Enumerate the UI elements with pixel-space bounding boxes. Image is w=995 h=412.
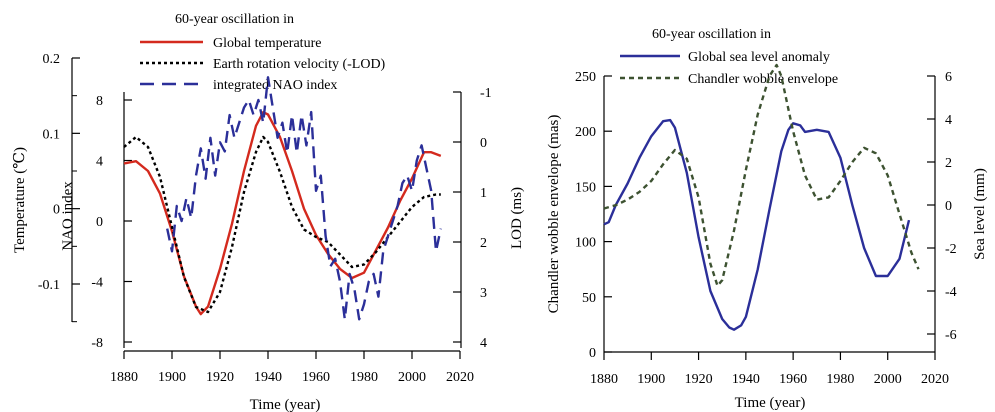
- sea-level-tick-label: 6: [945, 70, 952, 85]
- left-x-tick-label: 1940: [254, 370, 282, 385]
- envelope-tick-label: 50: [582, 291, 596, 306]
- right-x-tick-label: 2000: [874, 372, 902, 387]
- sea-level-tick-label: 4: [945, 113, 952, 128]
- sea-level-tick-label: -2: [945, 242, 957, 257]
- lod-tick-label: 3: [480, 286, 487, 301]
- left-x-tick-label: 1920: [206, 370, 234, 385]
- lod-tick-label: 4: [480, 336, 487, 351]
- left-series-line-lod: [123, 135, 441, 314]
- left-x-tick-label: 1960: [302, 370, 330, 385]
- nao-axis-ticks: 8 4 0 -4 -8: [91, 94, 132, 351]
- left-series-line-temperature: [123, 110, 442, 316]
- right-x-tick-label: 1960: [779, 372, 807, 387]
- right-series-group: [603, 63, 920, 331]
- sea-level-tick-label: -6: [945, 328, 957, 343]
- right-x-tick-label: 1880: [590, 372, 618, 387]
- nao-axis-title: NAO index: [60, 181, 76, 251]
- left-series-group: [123, 76, 442, 321]
- temperature-tick-label: 0: [53, 203, 60, 218]
- left-series-line-nao: [166, 76, 442, 321]
- envelope-tick-label: 200: [575, 125, 596, 140]
- left-x-tick-label: 1880: [110, 370, 138, 385]
- envelope-axis-ticks: 0 50 100 150 200 250: [575, 70, 612, 361]
- temperature-axis-ticks: 0.2 0.1 0 -0.1: [38, 52, 80, 323]
- right-series-line-sea-level: [603, 118, 911, 331]
- sea-level-tick-label: 2: [945, 156, 952, 171]
- nao-tick-label: 0: [96, 215, 103, 230]
- nao-tick-label: -4: [91, 276, 103, 291]
- right-legend-label-sea-level: Global sea level anomaly: [688, 50, 830, 65]
- temperature-axis-title: Temperature (℃): [12, 147, 28, 253]
- left-x-tick-label: 1980: [350, 370, 378, 385]
- right-x-axis-ticks: 1880 1900 1920 1940 1960 1980 2000 2020: [590, 352, 949, 387]
- lod-tick-label: -1: [480, 86, 492, 101]
- envelope-tick-label: 150: [575, 180, 596, 195]
- temperature-tick-label: 0.1: [43, 127, 61, 142]
- left-x-axis-ticks: 1880 1900 1920 1940 1960 1980 2000 2020: [110, 351, 474, 385]
- left-x-axis-title: Time (year): [250, 397, 321, 412]
- right-x-axis-title: Time (year): [735, 395, 806, 411]
- right-chart: 60-year oscillation in Global sea level …: [546, 27, 988, 411]
- lod-axis-ticks: -1 0 1 2 3 4: [453, 86, 492, 351]
- nao-tick-label: 8: [96, 94, 103, 109]
- lod-tick-label: 1: [480, 186, 487, 201]
- left-legend-label-lod: Earth rotation velocity (-LOD): [213, 57, 386, 72]
- right-legend-title: 60-year oscillation in: [652, 27, 771, 42]
- left-x-tick-label: 2020: [446, 370, 474, 385]
- left-x-tick-label: 2000: [398, 370, 426, 385]
- envelope-tick-label: 100: [575, 236, 596, 251]
- left-legend-label-nao: integrated NAO index: [213, 78, 337, 93]
- right-x-tick-label: 2020: [921, 372, 949, 387]
- sea-level-tick-label: 0: [945, 199, 952, 214]
- temperature-tick-label: 0.2: [43, 52, 61, 67]
- right-series-line-envelope: [603, 63, 920, 287]
- right-x-tick-label: 1920: [685, 372, 713, 387]
- left-legend-label-temperature: Global temperature: [213, 36, 321, 51]
- right-legend-label-envelope: Chandler wobble envelope: [688, 72, 838, 87]
- envelope-tick-label: 250: [575, 70, 596, 85]
- right-x-tick-label: 1940: [732, 372, 760, 387]
- sea-level-tick-label: -4: [945, 285, 957, 300]
- envelope-tick-label: 0: [589, 346, 596, 361]
- left-legend-title: 60-year oscillation in: [175, 12, 294, 27]
- lod-tick-label: 2: [480, 236, 487, 251]
- lod-tick-label: 0: [480, 136, 487, 151]
- left-x-tick-label: 1900: [158, 370, 186, 385]
- sea-level-axis-ticks: 6 4 2 0 -2 -4 -6: [927, 70, 957, 343]
- left-chart: 60-year oscillation in Global temperatur…: [12, 12, 525, 412]
- sea-level-axis-title: Sea level (mm): [972, 168, 988, 260]
- temperature-tick-label: -0.1: [38, 278, 60, 293]
- right-x-tick-label: 1980: [826, 372, 854, 387]
- right-x-tick-label: 1900: [637, 372, 665, 387]
- nao-tick-label: 4: [96, 155, 103, 170]
- lod-axis-title: LOD (ms): [509, 187, 525, 249]
- envelope-axis-title: Chandler wobble envelope (mas): [546, 115, 562, 314]
- nao-tick-label: -8: [91, 336, 103, 351]
